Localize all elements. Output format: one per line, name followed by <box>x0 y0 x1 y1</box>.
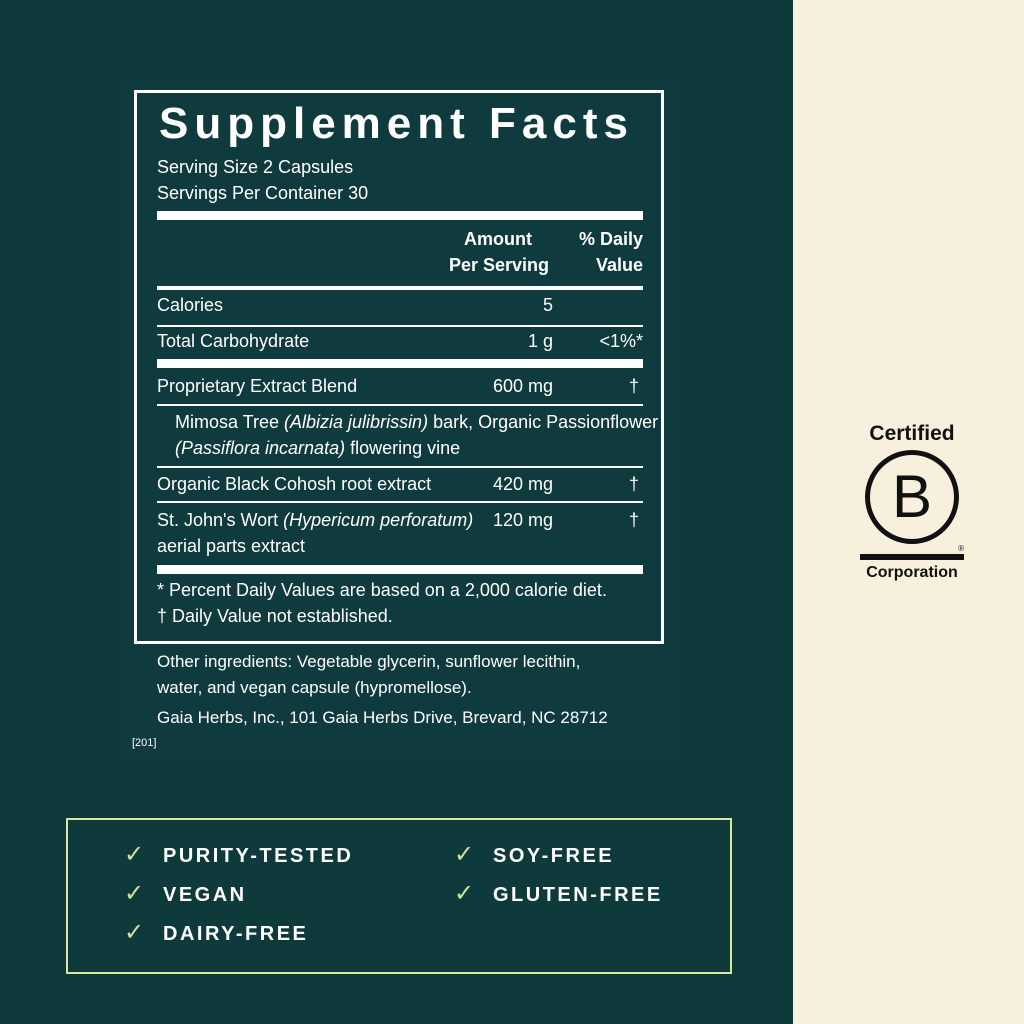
servings-per-container: Servings Per Container 30 <box>157 183 369 203</box>
row-dv: † <box>628 474 639 494</box>
bcorp-corporation: Corporation <box>866 564 958 581</box>
header-per-serving: Per Serving <box>448 255 549 275</box>
check-icon: ✓ <box>124 841 145 868</box>
code: [201] <box>132 737 157 749</box>
check-icon: ✓ <box>124 880 145 907</box>
row-amount: 120 mg <box>492 510 553 530</box>
divider <box>157 404 643 406</box>
serving-size: Serving Size 2 Capsules <box>157 157 354 177</box>
feature-dairy-free: DAIRY-FREE <box>163 923 309 945</box>
blend-detail-line2: (Passiflora incarnata) flowering vine <box>175 438 461 458</box>
row-dv: † <box>628 510 639 530</box>
divider <box>157 565 643 574</box>
supplement-facts-panel: Supplement Facts Serving Size 2 Capsules… <box>134 90 664 644</box>
row-dv: <1%* <box>599 331 643 351</box>
check-icon: ✓ <box>454 841 475 868</box>
bcorp-certified: Certified <box>869 422 955 445</box>
other-ingredients: Other ingredients: Vegetable glycerin, s… <box>157 652 581 671</box>
feature-vegan: VEGAN <box>163 884 247 906</box>
row-name: Organic Black Cohosh root extract <box>157 474 432 494</box>
registered-mark: ® <box>958 544 964 553</box>
divider <box>157 501 643 503</box>
check-icon: ✓ <box>124 919 145 946</box>
b-circle-icon: B <box>865 450 959 544</box>
header-amount: Amount <box>464 229 532 249</box>
address: Gaia Herbs, Inc., 101 Gaia Herbs Drive, … <box>157 708 608 727</box>
row-name-cont: aerial parts extract <box>157 536 306 556</box>
header-value: Value <box>595 255 643 275</box>
check-icon: ✓ <box>454 880 475 907</box>
label-background <box>120 80 676 760</box>
row-amount: 420 mg <box>492 474 553 494</box>
divider <box>157 359 643 368</box>
facts-title: Supplement Facts <box>159 99 634 148</box>
divider <box>157 211 643 220</box>
other-ingredients-cont: water, and vegan capsule (hypromellose). <box>157 678 472 697</box>
row-amount: 5 <box>542 295 553 315</box>
row-name: St. John's Wort (Hypericum perforatum) <box>157 510 474 530</box>
footnote-dv: * Percent Daily Values are based on a 2,… <box>157 580 607 600</box>
row-name: Proprietary Extract Blend <box>157 376 358 396</box>
divider <box>157 286 643 290</box>
bcorp-bar <box>860 554 964 560</box>
feature-gluten-free: GLUTEN-FREE <box>493 884 663 906</box>
feature-soy-free: SOY-FREE <box>493 845 615 867</box>
row-amount: 600 mg <box>492 376 553 396</box>
divider <box>157 325 643 327</box>
footnote-dagger: † Daily Value not established. <box>157 606 393 626</box>
features-box <box>66 818 732 974</box>
b-corp-logo: Certified B ® Corporation <box>860 422 964 582</box>
divider <box>157 466 643 468</box>
blend-detail-line1: Mimosa Tree (Albizia julibrissin) bark, … <box>175 412 659 432</box>
header-daily: % Daily <box>578 229 643 249</box>
row-name: Total Carbohydrate <box>157 331 310 351</box>
row-name: Calories <box>157 295 224 315</box>
row-dv: † <box>628 376 639 396</box>
feature-purity-tested: PURITY-TESTED <box>163 845 354 867</box>
row-amount: 1 g <box>527 331 553 351</box>
